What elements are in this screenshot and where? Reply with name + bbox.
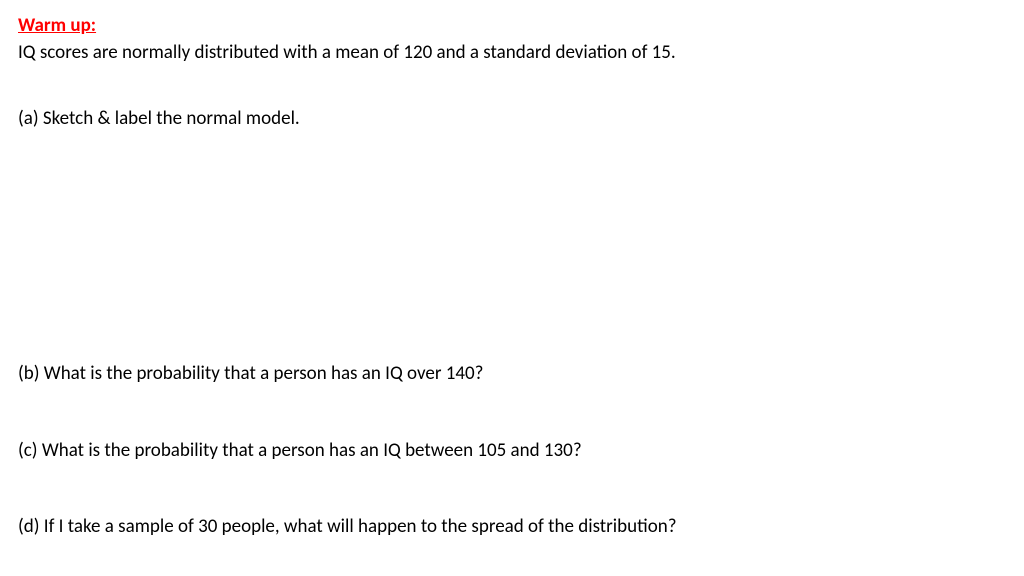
warm-up-heading: Warm up: <box>18 14 1006 39</box>
question-d: (d) If I take a sample of 30 people, wha… <box>18 515 1006 540</box>
question-b: (b) What is the probability that a perso… <box>18 362 1006 387</box>
question-a: (a) Sketch & label the normal model. <box>18 107 1006 132</box>
question-c: (c) What is the probability that a perso… <box>18 439 1006 464</box>
problem-intro-text: IQ scores are normally distributed with … <box>18 41 1006 66</box>
